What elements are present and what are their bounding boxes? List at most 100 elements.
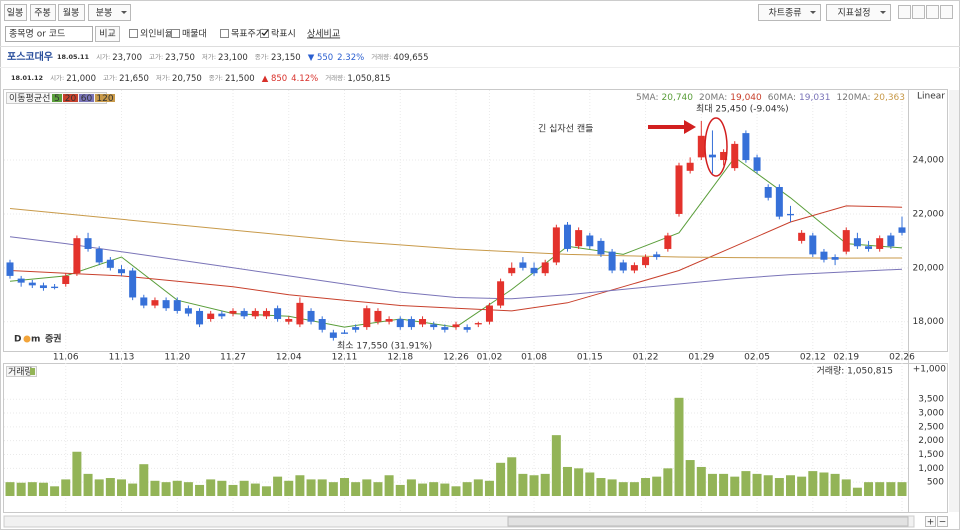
candle-body xyxy=(686,162,694,171)
candle-body xyxy=(419,319,427,325)
quote-text: 2.32% xyxy=(337,53,364,63)
candle-body xyxy=(541,262,549,274)
volume-bar xyxy=(38,482,48,496)
ma-current: 19,040 xyxy=(730,93,762,103)
legend-label: 120 xyxy=(96,94,113,104)
x-tick-label: 02.05 xyxy=(744,353,770,363)
volume-bar xyxy=(373,482,383,496)
candle-body xyxy=(463,327,471,330)
candle-body xyxy=(218,313,226,317)
scroll-thumb[interactable] xyxy=(507,516,909,527)
compare-label[interactable]: 비교 xyxy=(99,29,116,40)
quote-text: 종가: xyxy=(209,73,223,82)
tab[interactable] xyxy=(4,4,27,21)
icon-button[interactable] xyxy=(940,5,953,19)
volume-bar xyxy=(228,484,238,496)
candle-body xyxy=(240,310,248,317)
y-tick-label: 3,500 xyxy=(918,395,944,405)
tab-label[interactable]: 일봉 xyxy=(7,8,24,19)
candle-body xyxy=(831,257,839,260)
quote-text: 저가: xyxy=(156,73,170,82)
menu-label[interactable]: 차트종류 xyxy=(768,7,801,19)
tab[interactable] xyxy=(30,4,56,21)
tab[interactable] xyxy=(88,4,131,21)
volume-bar xyxy=(5,482,15,496)
candle-body xyxy=(285,319,293,322)
y-tick-label: 18,000 xyxy=(913,317,945,327)
y-tick-label: 22,000 xyxy=(913,209,945,219)
quote-text: 18.05.11 xyxy=(57,53,90,61)
candle-body xyxy=(519,262,527,268)
volume-bar xyxy=(72,451,82,496)
compare-button[interactable] xyxy=(95,26,120,42)
volume-bar xyxy=(819,472,829,496)
x-tick-label: 02.12 xyxy=(800,353,826,363)
checkbox[interactable] xyxy=(129,29,138,38)
menu-button[interactable] xyxy=(826,4,891,21)
candle-body xyxy=(441,327,449,330)
candle-body xyxy=(407,319,415,328)
ma-header: 60MA: xyxy=(768,93,796,103)
zoom-button[interactable] xyxy=(925,516,936,527)
volume-bar xyxy=(707,473,717,496)
candle-body xyxy=(708,154,716,158)
checkbox-label[interactable]: 락표시 xyxy=(271,28,296,40)
menu-button[interactable] xyxy=(758,4,821,21)
zoom-label[interactable]: + xyxy=(927,518,935,528)
candle-body xyxy=(95,248,103,263)
y-tick-label: 3,000 xyxy=(918,409,944,419)
checkbox-label[interactable]: 외인비율 xyxy=(140,28,173,40)
zoom-label[interactable]: − xyxy=(939,518,947,528)
checkbox[interactable] xyxy=(171,29,180,38)
volume-bar xyxy=(217,480,227,496)
tab[interactable] xyxy=(58,4,85,21)
volume-bar xyxy=(27,482,37,496)
checkbox[interactable] xyxy=(220,29,229,38)
x-tick-label: 12.04 xyxy=(276,353,302,363)
x-tick-label: 02.19 xyxy=(833,353,859,363)
volume-bar xyxy=(797,476,807,496)
icon-button[interactable] xyxy=(898,5,911,19)
y-tick-label: 2,000 xyxy=(918,436,944,446)
icon-button[interactable] xyxy=(926,5,939,19)
menu-label[interactable]: 지표설정 xyxy=(837,8,870,19)
dropdown-arrow xyxy=(810,11,816,14)
icon-button[interactable] xyxy=(912,5,925,19)
y-tick-label: 1,000 xyxy=(918,464,944,474)
volume-bar xyxy=(741,471,751,496)
volume-bar xyxy=(852,487,862,496)
x-tick-label: 12.11 xyxy=(332,353,358,363)
volume-bar xyxy=(451,486,461,496)
zoom-button[interactable] xyxy=(937,516,948,527)
quote-text: 포스코대우 xyxy=(7,50,53,63)
candle-body xyxy=(251,310,259,317)
volume-unit: +1,000 xyxy=(913,365,947,375)
x-tick-label: 02.26 xyxy=(889,353,915,363)
tab-label[interactable]: 월봉 xyxy=(63,7,80,19)
detail-link[interactable]: 상세비교 xyxy=(307,29,340,40)
volume-bar xyxy=(763,475,773,496)
volume-bar xyxy=(128,483,138,496)
tab-label[interactable]: 주봉 xyxy=(34,8,51,19)
tab-label[interactable]: 분봉 xyxy=(96,8,113,19)
candle-body xyxy=(865,246,873,249)
max-label: 최대 25,450 (-9.04%) xyxy=(696,104,789,115)
candle-body xyxy=(508,267,516,274)
x-tick-label: 11.27 xyxy=(220,353,246,363)
search-input[interactable] xyxy=(5,26,93,42)
ma-line xyxy=(9,205,903,312)
dropdown-arrow xyxy=(121,11,127,14)
candle-body xyxy=(307,310,315,322)
logo-dot xyxy=(23,335,31,343)
x-tick-label: 01.22 xyxy=(633,353,659,363)
ma-current: 20,740 xyxy=(662,93,694,103)
volume-bar xyxy=(161,482,171,496)
candle-body xyxy=(140,297,148,306)
scrollbar[interactable] xyxy=(3,515,915,528)
x-tick-label: 11.06 xyxy=(53,353,79,363)
checkbox-label[interactable]: 목표주가 xyxy=(231,29,264,40)
candle-body xyxy=(876,238,884,249)
checkbox-label[interactable]: 매물대 xyxy=(182,29,207,40)
x-tick-label: 12.26 xyxy=(443,353,469,363)
volume-bar xyxy=(462,482,472,496)
